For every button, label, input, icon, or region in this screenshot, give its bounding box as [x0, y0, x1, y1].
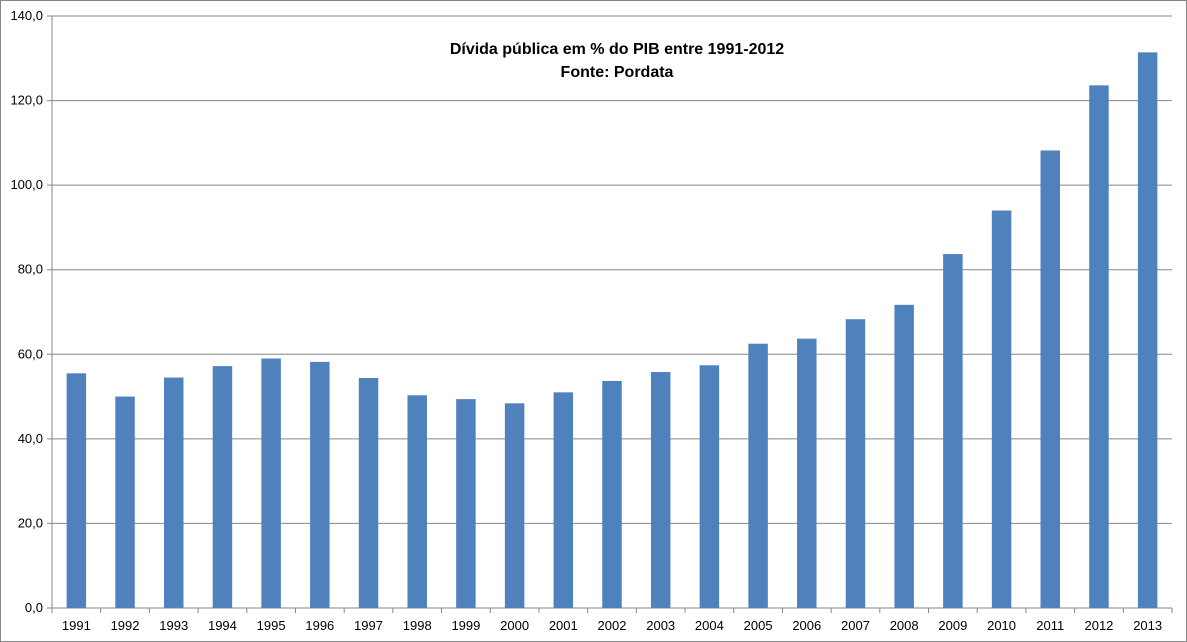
x-tick-label: 2011 — [1036, 618, 1064, 633]
bar-2003 — [650, 372, 671, 608]
x-tick-label: 2009 — [938, 618, 967, 633]
x-tick-label: 2013 — [1133, 618, 1162, 633]
x-tick-label: 1995 — [257, 618, 286, 633]
bar-1992 — [115, 396, 135, 608]
bar-2004 — [699, 365, 720, 608]
bar-1991 — [66, 373, 87, 608]
x-tick-label: 2012 — [1084, 618, 1113, 633]
bar-1993 — [164, 377, 184, 608]
chart-subtitle: Fonte: Pordata — [561, 64, 674, 81]
x-tick-label: 2002 — [598, 618, 627, 633]
y-tick-label: 60,0 — [18, 346, 43, 361]
x-tick-label: 1999 — [451, 618, 480, 633]
bar-2010 — [991, 210, 1012, 608]
x-tick-label: 1991 — [62, 618, 91, 633]
bar-2000 — [504, 403, 525, 608]
y-tick-label: 140,0 — [10, 8, 43, 23]
x-tick-label: 1994 — [208, 618, 237, 633]
x-tick-label: 2010 — [987, 618, 1016, 633]
bar-2005 — [748, 343, 768, 608]
bars — [66, 52, 1158, 608]
x-tick-label: 2005 — [744, 618, 773, 633]
bar-2001 — [553, 392, 574, 608]
x-tick-label: 1997 — [354, 618, 383, 633]
bar-2011 — [1040, 150, 1060, 608]
y-tick-label: 100,0 — [10, 177, 43, 192]
bar-2013 — [1137, 52, 1158, 608]
bar-1997 — [358, 377, 379, 608]
x-axis-tick-labels: 1991 1992 1993 1994 1995 1996 1997 1998 1999 2000… — [62, 618, 1162, 633]
x-tick-label: 1996 — [305, 618, 334, 633]
bar-1998 — [407, 395, 427, 608]
y-tick-label: 120,0 — [10, 93, 43, 108]
x-tick-label: 2000 — [500, 618, 529, 633]
y-tick-label: 20,0 — [18, 515, 43, 530]
bar-2002 — [602, 380, 622, 608]
bar-2007 — [845, 319, 866, 608]
x-tick-label: 1992 — [111, 618, 140, 633]
x-tick-label: 2008 — [890, 618, 919, 633]
bar-2008 — [894, 304, 914, 608]
x-tick-label: 1993 — [159, 618, 188, 633]
bar-1996 — [310, 361, 330, 608]
x-tick-label: 1998 — [403, 618, 432, 633]
x-tick-label: 2001 — [549, 618, 578, 633]
bar-1995 — [261, 358, 281, 608]
x-tick-label: 2007 — [841, 618, 870, 633]
x-tick-label: 2006 — [792, 618, 821, 633]
bar-2012 — [1089, 85, 1109, 608]
chart-title: Dívida pública em % do PIB entre 1991-20… — [450, 41, 784, 58]
bar-2006 — [797, 338, 817, 608]
y-tick-label: 80,0 — [18, 262, 43, 277]
bar-1994 — [212, 366, 233, 608]
y-tick-label: 0,0 — [25, 600, 43, 615]
x-tick-label: 2004 — [695, 618, 724, 633]
bar-1999 — [456, 399, 476, 608]
bar-2009 — [943, 254, 963, 608]
y-tick-label: 40,0 — [18, 431, 43, 446]
gridlines — [47, 15, 1173, 613]
y-axis-tick-labels: 0,0 20,0 40,0 60,0 80,0 100,0 120,0 140,0 — [10, 8, 43, 615]
x-tick-label: 2003 — [646, 618, 675, 633]
